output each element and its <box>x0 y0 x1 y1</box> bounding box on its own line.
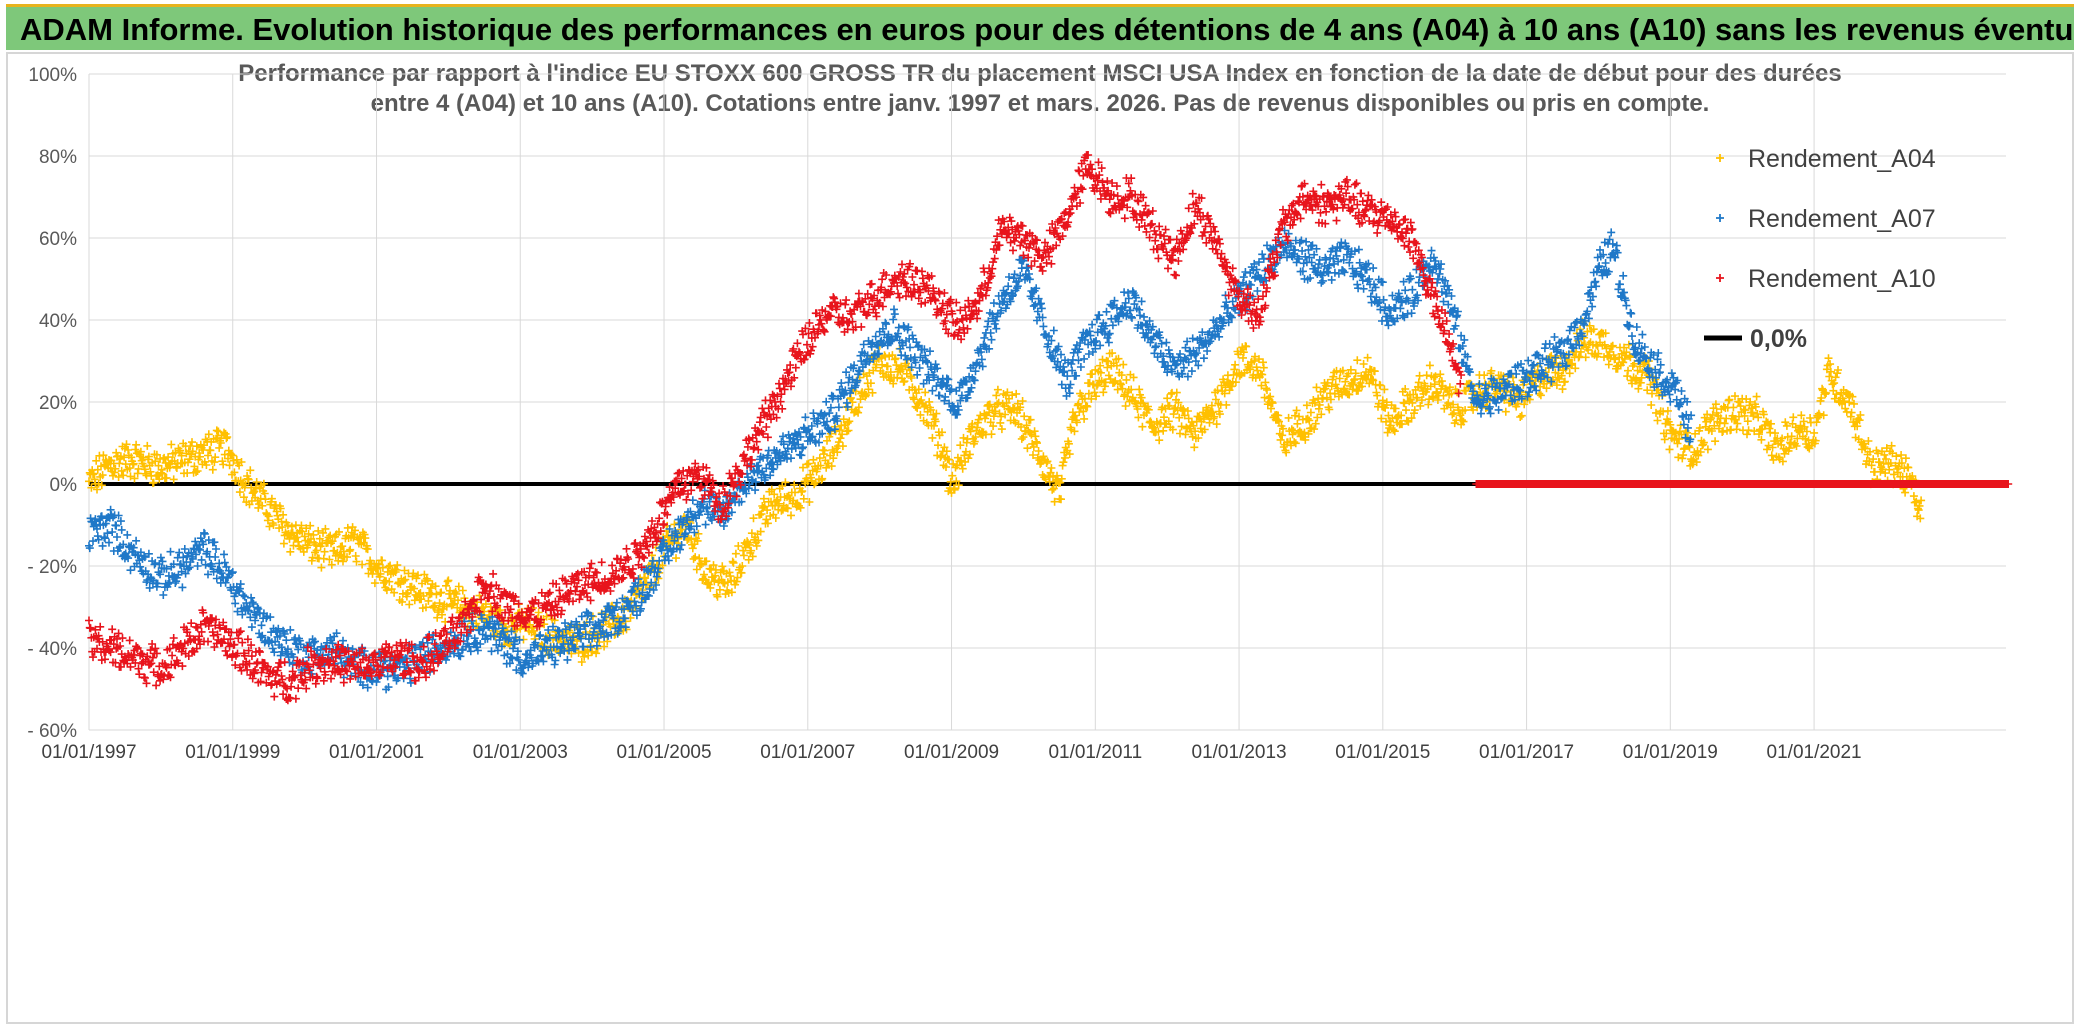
scatter-chart: - 60% - 40% - 20% 0% 20% 40% 60% 80% 100% 01/01/1… <box>27 65 2013 763</box>
y-tick-label: - 40% <box>27 639 77 660</box>
x-tick-label: 01/01/2003 <box>473 742 568 763</box>
x-tick-label: 01/01/1999 <box>185 742 280 763</box>
x-tick-label: 01/01/2005 <box>616 742 711 763</box>
legend-plus-marker <box>1716 274 1724 282</box>
y-tick-label: 0% <box>50 475 78 496</box>
report-banner-title: ADAM Informe. Evolution historique des p… <box>6 4 2074 50</box>
x-tick-label: 01/01/1997 <box>41 742 136 763</box>
y-tick-label: - 20% <box>27 557 77 578</box>
y-tick-label: 40% <box>39 311 77 332</box>
series-rendement_a10-zero-run <box>1472 480 2013 488</box>
x-tick-label: 01/01/2009 <box>904 742 999 763</box>
x-tick-label: 01/01/2019 <box>1623 742 1718 763</box>
chart-title-line-2: entre 4 (A04) et 10 ans (A10). Cotations… <box>370 90 1710 117</box>
x-tick-label: 01/01/2007 <box>760 742 855 763</box>
x-tick-label: 01/01/2015 <box>1335 742 1430 763</box>
legend-label: Rendement_A10 <box>1748 265 1936 293</box>
y-tick-label: 20% <box>39 393 77 414</box>
x-tick-label: 01/01/2017 <box>1479 742 1574 763</box>
series-rendement_a10-points <box>85 151 1466 705</box>
x-tick-label: 01/01/2011 <box>1048 742 1142 763</box>
legend-plus-marker <box>1716 214 1724 222</box>
y-tick-label: - 60% <box>27 721 77 742</box>
legend-plus-marker <box>1716 154 1724 162</box>
legend-label: Rendement_A04 <box>1748 145 1936 173</box>
y-tick-label: 80% <box>39 147 77 168</box>
x-tick-label: 01/01/2021 <box>1767 742 1862 763</box>
legend-label: Rendement_A07 <box>1748 205 1936 233</box>
y-tick-label: 100% <box>28 65 77 86</box>
y-tick-label: 60% <box>39 229 77 250</box>
chart-frame: Performance par rapport à l'indice EU ST… <box>6 52 2074 1024</box>
x-tick-label: 01/01/2001 <box>329 742 424 763</box>
x-tick-label: 01/01/2013 <box>1192 742 1287 763</box>
legend-label: 0,0% <box>1750 325 1807 353</box>
